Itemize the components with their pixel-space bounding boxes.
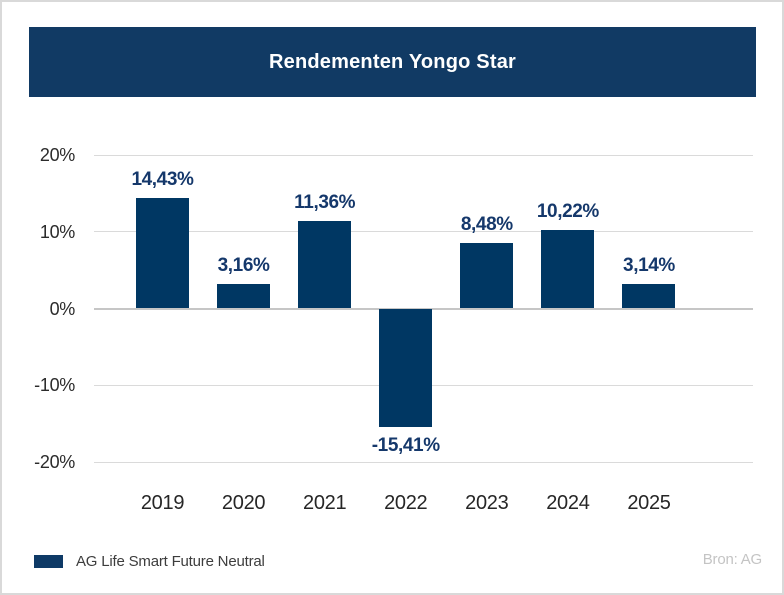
y-axis-tick-label: -20%: [34, 452, 75, 472]
chart-title: Rendementen Yongo Star: [268, 50, 517, 73]
legend-swatch: [34, 554, 63, 568]
x-axis-label: 2022: [384, 492, 428, 514]
bar-value-label: 14,43%: [131, 168, 194, 190]
legend-label: AG Life Smart Future Neutral: [76, 552, 265, 570]
source-credit: Bron: AG: [702, 551, 762, 568]
x-axis-label: 2023: [465, 492, 509, 514]
legend: AG Life Smart Future Neutral: [34, 548, 265, 574]
gridline: [94, 154, 753, 156]
x-axis-label: 2024: [546, 492, 590, 514]
y-axis-tick-label: 10%: [39, 221, 75, 242]
bar-value-label: 11,36%: [294, 192, 356, 214]
bar-2021: [298, 221, 352, 309]
y-axis-tick-label: 20%: [39, 145, 75, 165]
gridline: [94, 231, 753, 233]
bar-2020: [217, 284, 271, 309]
x-axis-label: 2020: [221, 492, 266, 514]
bar-value-label: -15,41%: [371, 434, 440, 456]
x-axis-label: 2021: [303, 492, 347, 514]
chart-title-bar: Rendementen Yongo Star: [29, 27, 756, 97]
bar-value-label: 10,22%: [536, 201, 599, 223]
y-axis-tick-label: -10%: [34, 375, 75, 396]
bar-2025: [622, 284, 676, 309]
y-axis-tick-label: 0%: [49, 298, 76, 319]
bar-2019: [136, 197, 189, 309]
bar-value-label: 8,48%: [460, 214, 513, 236]
bar-2022: [379, 308, 433, 427]
bar-2023: [460, 243, 514, 309]
x-axis-label: 2019: [140, 492, 185, 514]
bar-value-label: 3,14%: [623, 255, 675, 277]
bar-value-label: 3,16%: [217, 255, 270, 277]
gridline: [94, 461, 753, 463]
x-axis-label: 2025: [627, 492, 671, 514]
bar-2024: [541, 230, 595, 309]
